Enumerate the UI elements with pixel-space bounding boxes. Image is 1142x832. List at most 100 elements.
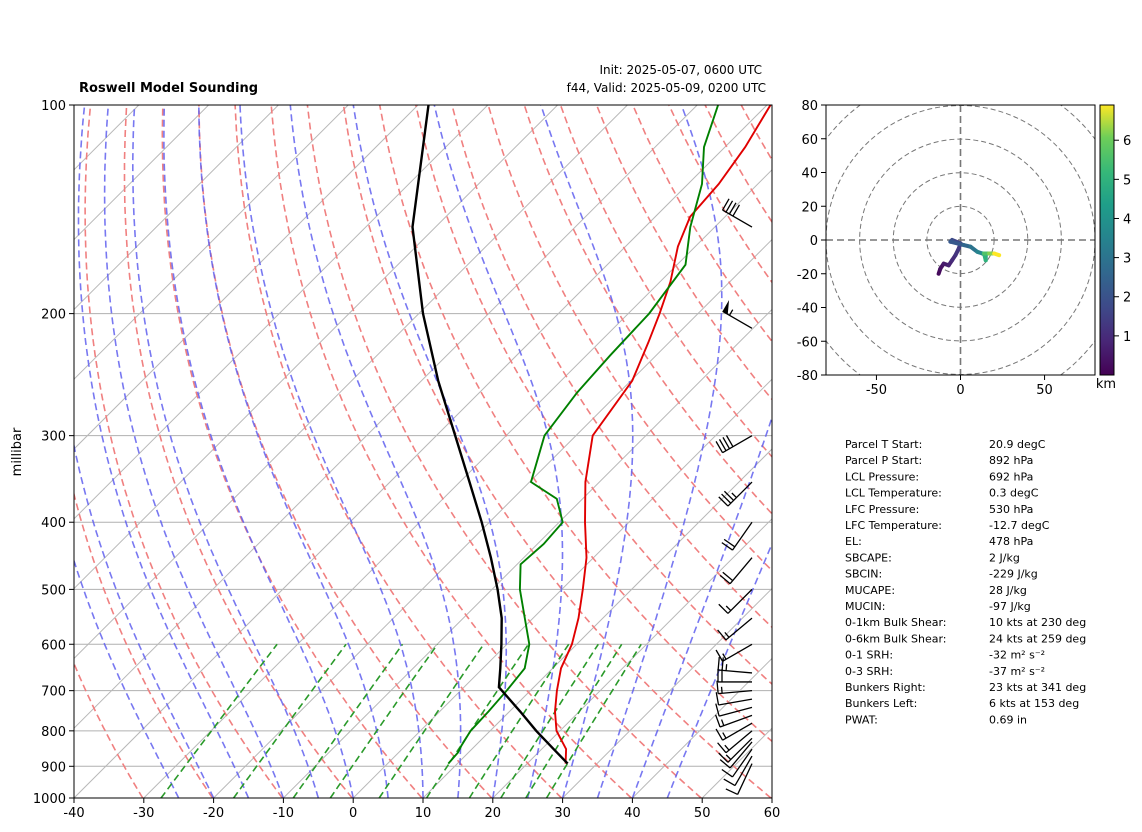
dry-adiabat [704, 105, 772, 224]
stat-value: 2 J/kg [989, 551, 1020, 564]
dewpoint-line [447, 105, 720, 765]
barb-full [715, 649, 724, 662]
isotherm [492, 518, 772, 798]
stat-label: 0-1km Bulk Shear: [845, 616, 947, 629]
dry-adiabat [487, 105, 772, 572]
x-tick-label: 20 [485, 806, 502, 821]
barb-half [731, 492, 737, 499]
barb-full [723, 538, 736, 548]
barb-staff [727, 588, 753, 614]
valid-time: f44, Valid: 2025-05-09, 0200 UTC [567, 81, 766, 95]
dry-adiabat [123, 105, 353, 798]
wind-barb [717, 656, 753, 674]
barb-staff [729, 741, 753, 769]
wind-barb [717, 730, 753, 754]
stat-label: LCL Temperature: [845, 487, 942, 500]
stat-value: 530 hPa [989, 503, 1033, 516]
barb-staff [725, 730, 753, 754]
hodo-x-tick-label: 0 [956, 383, 964, 398]
moist-adiabat [596, 105, 723, 798]
wind-barb [715, 435, 753, 454]
hodograph-axes: -50 0 50 80 60 40 20 0 -20 -40 -60 -80 [797, 99, 1053, 398]
dry-adiabat [595, 105, 772, 401]
hodo-y-tick-label: 0 [810, 234, 818, 249]
stat-label: Bunkers Right: [845, 681, 926, 694]
barb-full [721, 657, 724, 671]
barb-half [724, 744, 730, 751]
dry-adiabat [451, 105, 772, 629]
barb-full [718, 603, 729, 614]
barb-full [718, 496, 729, 507]
stat-value: 692 hPa [989, 470, 1033, 483]
stat-label: LCL Pressure: [845, 470, 919, 483]
barb-staff [722, 722, 753, 741]
colorbar-tick-label: 1 [1123, 330, 1131, 345]
barb-staff [719, 714, 753, 728]
wind-barb [721, 748, 753, 778]
hodo-y-tick-label: -80 [797, 369, 818, 384]
y-tick-label: 600 [41, 638, 66, 653]
hodograph-trace [936, 238, 1002, 276]
dry-adiabat [198, 105, 493, 798]
wind-barb [725, 763, 753, 796]
dry-adiabat [814, 105, 1142, 798]
dry-adiabat [342, 105, 772, 798]
dry-adiabat [74, 661, 144, 798]
hodo-y-tick-label: 40 [801, 167, 818, 182]
y-tick-label: 400 [41, 516, 66, 531]
x-tick-label: 60 [764, 806, 781, 821]
stat-value: 20.9 degC [989, 438, 1046, 451]
barb-staff [722, 643, 753, 662]
x-tick-label: 10 [415, 806, 432, 821]
barb-full [715, 441, 724, 453]
stat-label: 0-3 SRH: [845, 665, 893, 678]
mixing-ratio-line [525, 643, 623, 798]
stat-value: 478 hPa [989, 535, 1033, 548]
barb-staff [729, 557, 753, 585]
barb-full [723, 490, 735, 501]
parcel-profile-line [411, 105, 569, 765]
mixing-ratio-line [468, 643, 570, 798]
dry-adiabat [850, 105, 1142, 798]
moist-adiabat [631, 415, 772, 798]
moist-adiabat [77, 105, 250, 798]
barb-half [722, 732, 727, 739]
stat-value: -97 J/kg [989, 600, 1031, 613]
barb-staff [731, 521, 753, 551]
wind-barb [715, 643, 753, 662]
dry-adiabat [378, 105, 772, 743]
y-axis-label: millibar [10, 427, 25, 476]
hodograph: -50 0 50 80 60 40 20 0 -20 -40 -60 -80 [797, 99, 1096, 398]
barb-full [725, 200, 734, 213]
colorbar-tick-label: 6 [1123, 134, 1131, 149]
dry-adiabat [234, 105, 563, 798]
dry-adiabat [415, 105, 772, 686]
moist-adiabat [198, 105, 389, 798]
hodo-y-tick-label: -20 [797, 268, 818, 283]
stat-value: -32 m² s⁻² [989, 649, 1045, 662]
wind-barb [717, 668, 752, 683]
moist-adiabat [540, 105, 634, 798]
barb-staff [718, 669, 753, 674]
stat-label: MUCAPE: [845, 584, 895, 597]
stat-value: 0.3 degC [989, 487, 1039, 500]
skew-t-diagram: -40 -30 -20 -10 0 10 20 30 40 50 60100090080070060… [10, 99, 1142, 821]
sounding-stats-table: Parcel T Start: 20.9 degC Parcel P Start: 8… [845, 438, 1086, 726]
stat-label: Parcel T Start: [845, 438, 922, 451]
colorbar-tick-label: 2 [1123, 291, 1131, 306]
barb-staff [731, 748, 753, 778]
hodo-y-tick-label: -60 [797, 335, 818, 350]
wind-barb [718, 588, 753, 614]
barb-full [715, 703, 720, 717]
mixing-ratio-line [232, 643, 347, 798]
barb-full [728, 202, 737, 215]
x-tick-label: 30 [554, 806, 571, 821]
barb-half [728, 309, 734, 316]
isotherm [74, 105, 209, 241]
hodo-x-tick-label: -50 [866, 383, 887, 398]
stat-label: SBCAPE: [845, 551, 892, 564]
barb-staff [722, 435, 753, 454]
moist-adiabat [163, 105, 354, 798]
stat-value: -12.7 degC [989, 519, 1050, 532]
